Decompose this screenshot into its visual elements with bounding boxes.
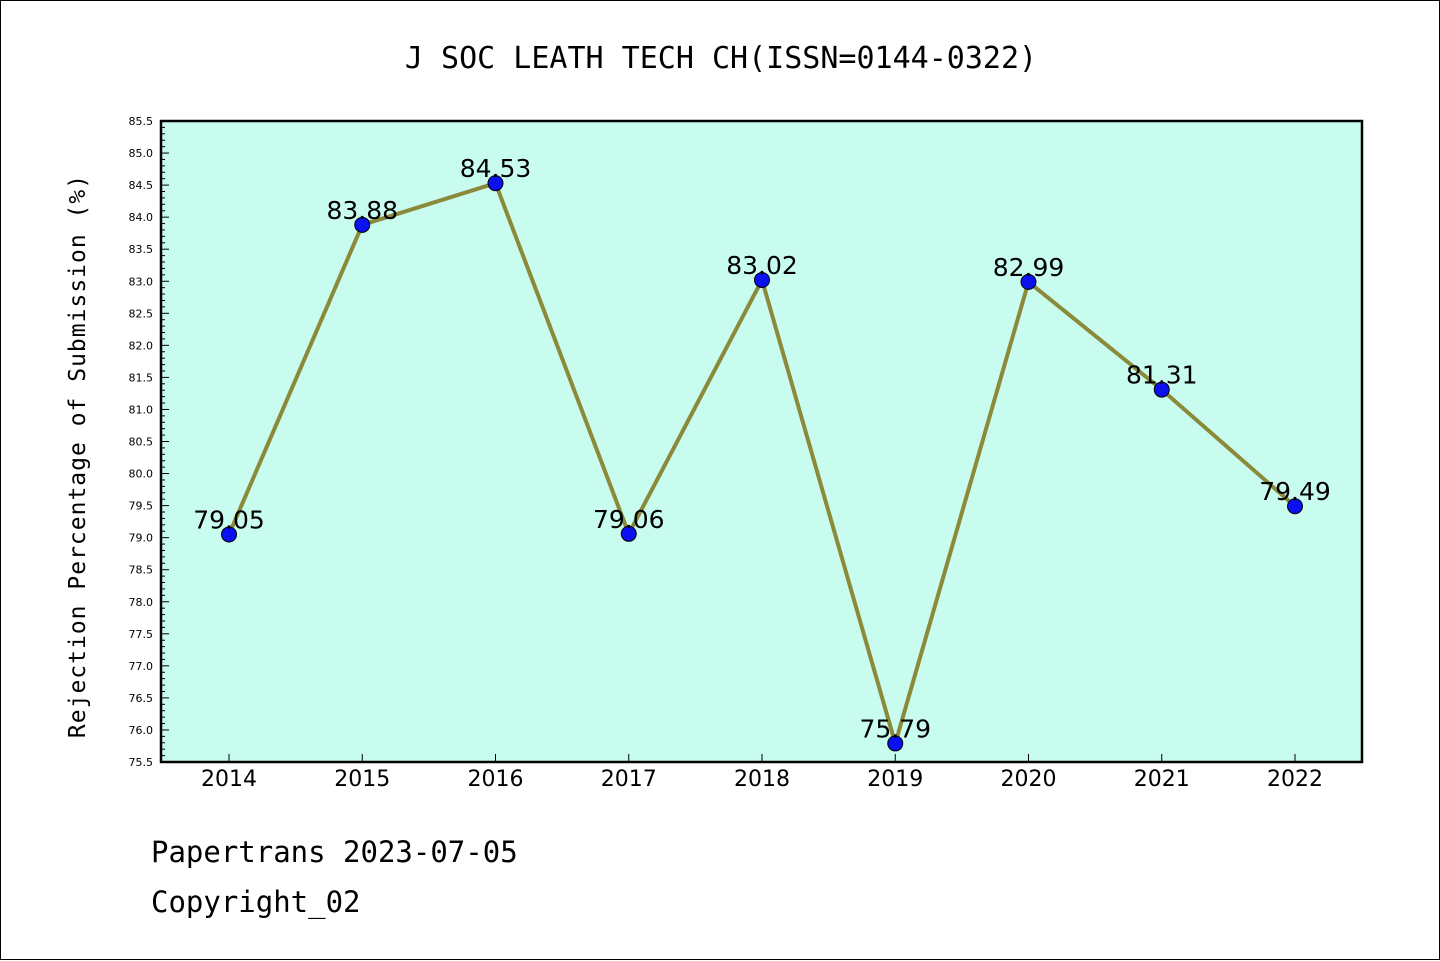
data-point (487, 175, 504, 192)
y-tick-label: 84.0 (129, 211, 154, 224)
y-tick-label: 81.0 (129, 403, 154, 416)
data-label: 79.06 (593, 505, 665, 534)
data-point (354, 216, 371, 233)
y-tick-label: 80.0 (129, 468, 154, 481)
data-label: 81.31 (1126, 361, 1198, 390)
y-axis-ticks: 75.5 76.0 76.5 77.0 77.5 78.0 78.5 79.0 79.5 80.0… (129, 115, 169, 769)
x-tick-label: 2017 (601, 767, 657, 792)
data-label: 79.05 (193, 505, 265, 534)
data-point (887, 735, 904, 752)
y-tick-label: 81.5 (129, 371, 154, 384)
y-tick-label: 77.0 (129, 660, 154, 673)
footer-copyright: Copyright_02 (151, 885, 361, 919)
data-markers (221, 175, 1303, 752)
data-labels: 79.05 83.88 84.53 79.06 83.02 75.79 82.99 81.31… (193, 154, 1331, 743)
y-tick-label: 85.5 (129, 115, 154, 128)
y-tick-label: 84.5 (129, 179, 154, 192)
y-tick-label: 75.5 (129, 756, 154, 769)
x-tick-label: 2022 (1267, 767, 1323, 792)
x-tick-label: 2016 (468, 767, 524, 792)
data-point (221, 526, 237, 543)
x-tick-label: 2020 (1001, 767, 1057, 792)
data-label: 79.49 (1259, 477, 1331, 506)
y-tick-label: 80.5 (129, 436, 154, 449)
data-label: 75.79 (859, 714, 931, 743)
data-point (754, 271, 770, 288)
y-tick-label: 82.5 (129, 307, 154, 320)
plot-border (159, 119, 1364, 764)
y-tick-label: 76.5 (129, 692, 154, 705)
data-label: 83.02 (726, 251, 798, 280)
data-point (1020, 273, 1037, 290)
y-tick-label: 79.0 (129, 532, 154, 545)
y-tick-label: 85.0 (129, 147, 154, 160)
x-axis-ticks: 2014 2015 2016 2017 2018 2019 2020 2021 2022 (201, 754, 1323, 792)
y-tick-label: 77.5 (129, 628, 154, 641)
x-tick-label: 2021 (1134, 767, 1190, 792)
y-tick-label: 76.0 (129, 724, 154, 737)
chart-title: J SOC LEATH TECH CH(ISSN=0144-0322) (405, 41, 1037, 76)
data-point (1153, 381, 1170, 398)
y-axis-label: Rejection Percentage of Submission (%) (65, 174, 91, 738)
y-tick-label: 79.5 (129, 500, 154, 513)
x-tick-label: 2018 (734, 767, 790, 792)
data-point (1287, 498, 1303, 515)
x-tick-label: 2014 (201, 767, 257, 792)
x-tick-label: 2015 (334, 767, 390, 792)
y-tick-label: 78.0 (129, 596, 154, 609)
data-label: 83.88 (326, 196, 398, 225)
y-tick-label: 83.0 (129, 275, 154, 288)
y-tick-label: 78.5 (129, 564, 154, 577)
data-label: 84.53 (460, 154, 532, 183)
data-point (620, 525, 637, 542)
footer-date: Papertrans 2023-07-05 (151, 835, 518, 869)
y-tick-label: 82.0 (129, 339, 154, 352)
data-label: 82.99 (993, 253, 1065, 282)
x-tick-label: 2019 (867, 767, 923, 792)
y-tick-label: 83.5 (129, 243, 154, 256)
